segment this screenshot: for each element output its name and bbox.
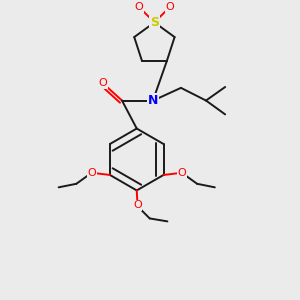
Text: O: O [87,168,96,178]
Text: O: O [135,2,143,12]
Text: S: S [150,16,159,29]
Text: O: O [177,168,186,178]
Text: O: O [165,2,174,12]
Text: O: O [98,78,107,88]
Text: N: N [148,94,158,107]
Text: O: O [133,200,142,210]
